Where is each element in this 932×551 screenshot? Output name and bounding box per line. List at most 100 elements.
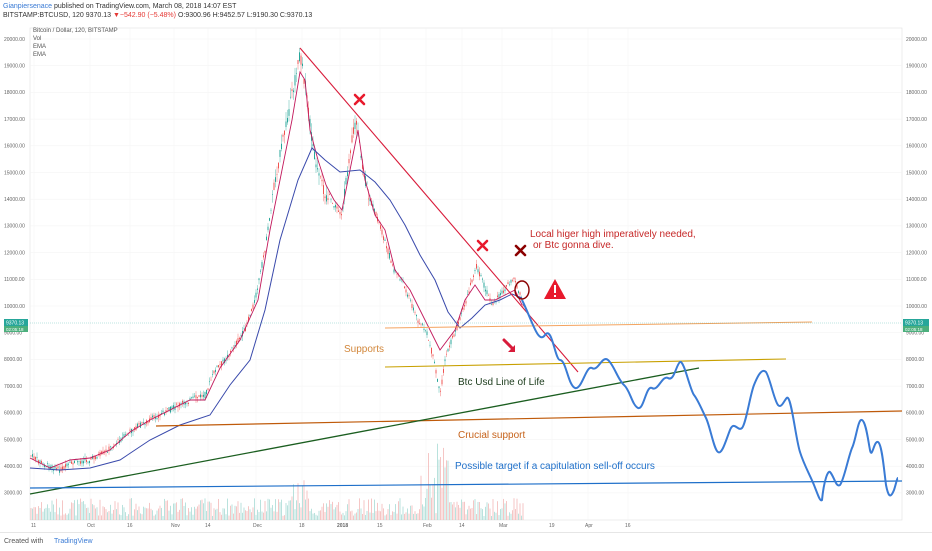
line-of-life (29, 367, 700, 495)
highlight-circle (514, 280, 530, 300)
y-tick-label: 4000.00 (4, 464, 22, 470)
y-tick-label: 6000.00 (906, 411, 924, 417)
y-tick-label: 6000.00 (4, 411, 22, 417)
price-change: ▼−542.90 (−5.48%) (113, 12, 176, 19)
y-axis-right[interactable]: 20000.00 19000.00 18000.00 17000.00 16000.00… (906, 37, 927, 497)
svg-text:9370.13: 9370.13 (6, 321, 24, 327)
x-tick-label: 2018 (337, 523, 348, 529)
x-mark-icon (353, 93, 366, 106)
svg-text:02:05:18: 02:05:18 (905, 327, 923, 332)
published-text: published on TradingView.com, March 08, … (53, 3, 237, 10)
y-axis-left[interactable]: 20000.00 19000.00 18000.00 17000.00 16000.00… (4, 37, 25, 497)
y-tick-label: 14000.00 (906, 197, 927, 203)
y-tick-label: 3000.00 (4, 491, 22, 497)
annotation-crucial-support: Crucial support (458, 430, 525, 441)
y-tick-label: 20000.00 (4, 37, 25, 43)
y-tick-label: 13000.00 (906, 224, 927, 230)
y-tick-label: 7000.00 (4, 384, 22, 390)
annotation-local-higher-2: or Btc gonna dive. (533, 240, 614, 251)
ema-red-line (29, 70, 523, 469)
legend-title: Bitcoin / Dollar, 120, BITSTAMP (33, 28, 118, 34)
y-tick-label: 15000.00 (4, 170, 25, 176)
x-tick-label: 11 (31, 523, 36, 529)
y-tick-label: 4000.00 (906, 464, 924, 470)
y-tick-label: 18000.00 (906, 90, 927, 96)
x-tick-label: Mar (499, 523, 508, 529)
created-with-label: Created with (4, 538, 44, 545)
price-badge-left: 9370.13 02:05:18 (4, 319, 28, 332)
y-tick-label: 3000.00 (906, 491, 924, 497)
legend-ema-2[interactable]: EMA (33, 52, 47, 58)
y-tick-label: 20000.00 (906, 37, 927, 43)
price-chart[interactable]: Local higer high imperatively needed, or… (0, 22, 932, 532)
annotation-possible-target: Possible target if a capitulation sell-o… (455, 461, 655, 472)
chart-area[interactable]: Local higer high imperatively needed, or… (0, 22, 932, 532)
plot-frame (29, 27, 903, 521)
last-price: 9370.13 (85, 12, 112, 19)
y-tick-label: 12000.00 (4, 250, 25, 256)
publish-info: Gianpiersenace published on TradingView.… (3, 3, 236, 10)
grid-lines (30, 28, 902, 520)
y-tick-label: 17000.00 (906, 117, 927, 123)
x-tick-label: 16 (625, 523, 631, 529)
y-tick-label: 13000.00 (4, 224, 25, 230)
y-tick-label: 11000.00 (4, 277, 25, 283)
y-tick-label: 15000.00 (906, 170, 927, 176)
x-tick-label: Oct (87, 523, 95, 529)
svg-text:02:05:18: 02:05:18 (6, 327, 24, 332)
legend-ema-1[interactable]: EMA (33, 44, 47, 50)
y-tick-label: 8000.00 (906, 357, 924, 363)
x-tick-label: 16 (127, 523, 133, 529)
y-tick-label: 17000.00 (4, 117, 25, 123)
red-down-arrow-icon (502, 338, 515, 352)
y-tick-label: 9000.00 (4, 331, 22, 337)
y-tick-label: 16000.00 (4, 144, 25, 150)
y-tick-label: 8000.00 (4, 357, 22, 363)
y-tick-label: 11000.00 (906, 277, 927, 283)
annotation-line-of-life: Btc Usd Line of Life (458, 377, 545, 388)
symbol-info: BITSTAMP:BTCUSD, 120 9370.13 ▼−542.90 (−… (3, 12, 312, 19)
target-line (29, 480, 903, 489)
y-tick-label: 5000.00 (4, 437, 22, 443)
y-tick-label: 19000.00 (906, 64, 927, 70)
x-axis[interactable]: 11 Oct 16 Nov 14 Dec 18 2018 15 Feb 14 Mar 19 Apr 16 (31, 523, 631, 529)
svg-text:9370.13: 9370.13 (905, 321, 923, 327)
x-mark-dark-icon (514, 244, 527, 257)
y-tick-label: 16000.00 (906, 144, 927, 150)
tradingview-brand-link[interactable]: TradingView (54, 538, 93, 545)
projected-price-path (521, 299, 899, 502)
x-mark-icon (476, 239, 489, 252)
y-tick-label: 18000.00 (4, 90, 25, 96)
supports-line-lower (384, 358, 787, 368)
volume-bars (30, 443, 524, 520)
y-tick-label: 14000.00 (4, 197, 25, 203)
x-tick-label: Nov (171, 523, 180, 529)
y-tick-label: 7000.00 (906, 384, 924, 390)
downtrend-line (299, 47, 579, 373)
annotation-local-higher-1: Local higer high imperatively needed, (530, 229, 696, 240)
author-link[interactable]: Gianpiersenace (3, 3, 53, 10)
x-tick-label: Apr (585, 523, 593, 529)
price-badge-right: 9370.13 02:05:18 (903, 319, 929, 332)
y-tick-label: 10000.00 (906, 304, 927, 310)
x-tick-label: 14 (459, 523, 465, 529)
y-tick-label: 10000.00 (4, 304, 25, 310)
footer: Created with TradingView (0, 532, 932, 551)
symbol: BITSTAMP:BTCUSD, 120 (3, 12, 84, 19)
annotation-supports: Supports (344, 344, 384, 355)
x-tick-label: 14 (205, 523, 211, 529)
crucial-support-line (155, 410, 903, 427)
y-tick-label: 19000.00 (4, 64, 25, 70)
x-tick-label: 19 (549, 523, 555, 529)
legend-vol[interactable]: Vol (33, 36, 42, 42)
x-tick-label: Dec (253, 523, 262, 529)
x-tick-label: 15 (377, 523, 383, 529)
ohlc-values: O:9300.96 H:9452.57 L:9190.30 C:9370.13 (177, 12, 313, 19)
chart-header: Gianpiersenace published on TradingView.… (0, 0, 932, 22)
x-tick-label: 18 (299, 523, 305, 529)
y-tick-label: 9000.00 (906, 331, 924, 337)
y-tick-label: 12000.00 (906, 250, 927, 256)
x-tick-label: Feb (423, 523, 432, 529)
warning-icon (544, 279, 566, 299)
y-tick-label: 5000.00 (906, 437, 924, 443)
